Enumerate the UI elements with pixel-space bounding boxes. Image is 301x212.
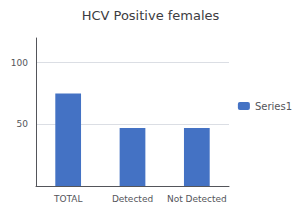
svg-text:HCV Positive females: HCV Positive females <box>82 8 220 23</box>
svg-text:Detected: Detected <box>112 194 153 204</box>
svg-text:50: 50 <box>17 119 29 129</box>
svg-text:Not Detected: Not Detected <box>167 194 227 204</box>
svg-text:Series1: Series1 <box>255 101 292 112</box>
svg-text:100: 100 <box>11 58 28 68</box>
svg-text:TOTAL: TOTAL <box>53 194 83 204</box>
